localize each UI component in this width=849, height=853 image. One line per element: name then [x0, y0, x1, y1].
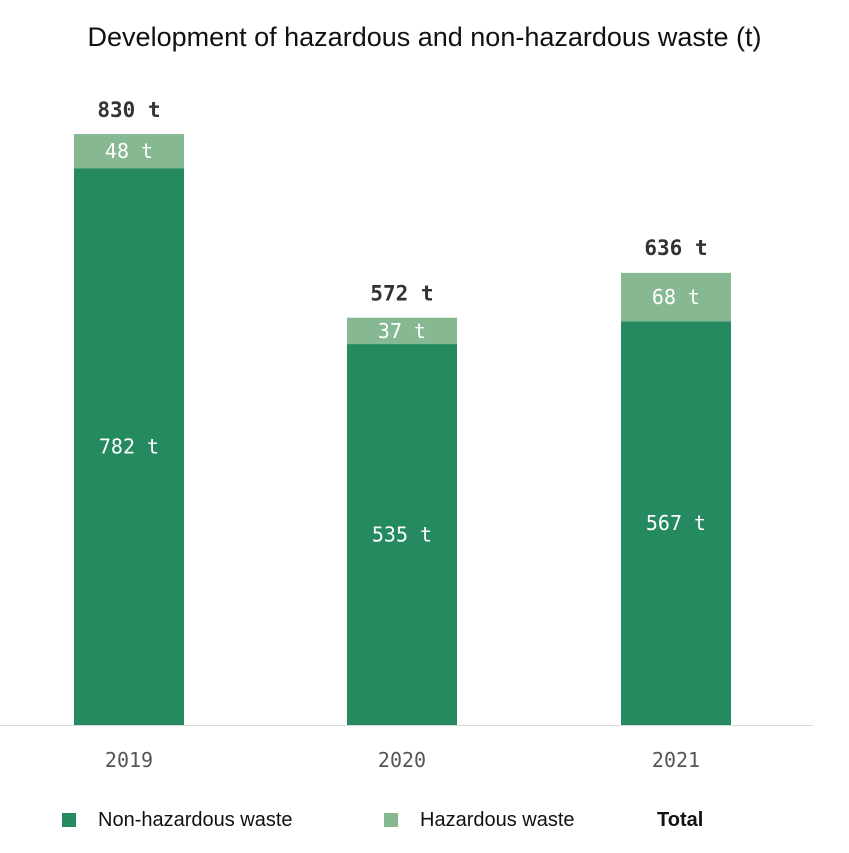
- data-label-non-hazardous-2019: 782 t: [99, 435, 159, 459]
- bar-non-hazardous-2020: [347, 344, 457, 725]
- legend-label-non-hazardous: Non-hazardous waste: [98, 808, 293, 831]
- bar-hazardous-2021: [621, 272, 731, 322]
- chart-title: Development of hazardous and non-hazardo…: [87, 22, 762, 52]
- x-tick-label-2021: 2021: [652, 748, 700, 772]
- legend-swatch-non-hazardous: [62, 813, 76, 827]
- total-label-2019: 830 t: [97, 98, 160, 122]
- legend-item-non-hazardous: Non-hazardous waste: [62, 808, 293, 832]
- bar-hazardous-2019: [74, 134, 184, 169]
- data-label-hazardous-2021: 68 t: [652, 285, 700, 309]
- data-label-hazardous-2020: 37 t: [378, 319, 426, 343]
- legend-item-hazardous: Hazardous waste: [384, 808, 575, 832]
- legend-item-total: Total: [657, 808, 703, 832]
- bar-non-hazardous-2019: [74, 168, 184, 725]
- x-tick-label-2019: 2019: [105, 748, 153, 772]
- bars-group: [74, 134, 731, 725]
- labels-group: 782 t 48 t 830 t 2019 535 t 37 t 572 t 2020 567 …: [97, 98, 707, 772]
- bar-hazardous-2020: [347, 317, 457, 345]
- total-label-2021: 636 t: [644, 236, 707, 260]
- x-tick-label-2020: 2020: [378, 748, 426, 772]
- data-label-non-hazardous-2021: 567 t: [646, 511, 706, 535]
- data-label-non-hazardous-2020: 535 t: [372, 523, 432, 547]
- legend-label-hazardous: Hazardous waste: [420, 808, 575, 831]
- total-label-2020: 572 t: [370, 282, 433, 306]
- legend-swatch-hazardous: [384, 813, 398, 827]
- bar-non-hazardous-2021: [621, 321, 731, 725]
- data-label-hazardous-2019: 48 t: [105, 139, 153, 163]
- legend-label-total: Total: [657, 808, 704, 831]
